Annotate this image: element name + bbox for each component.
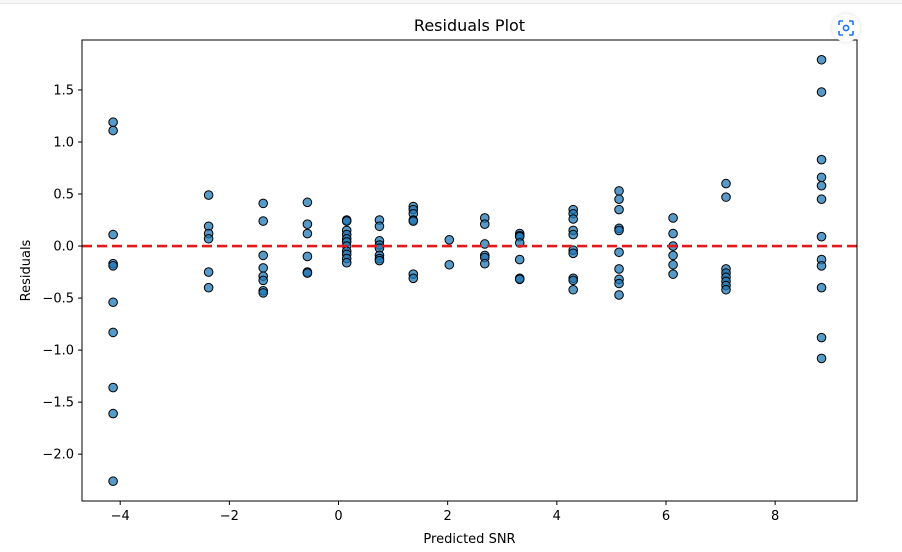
y-tick-label: 1.5 [53,83,74,98]
data-point [203,282,214,293]
x-axis-label: Predicted SNR [423,532,515,547]
data-point [614,225,624,236]
data-point [408,216,419,226]
data-point [258,263,268,273]
data-point [444,235,455,245]
plot-frame [81,39,858,502]
data-point [816,172,827,183]
chart-title: Residuals Plot [414,16,525,35]
data-point [302,197,313,208]
data-point [721,284,731,295]
data-point [568,229,578,240]
data-point [302,251,313,262]
y-tick-label: −1.5 [42,396,74,411]
data-point [816,353,827,364]
y-tick-label: 0.5 [53,188,74,203]
data-point [816,332,827,343]
data-point [614,247,624,258]
y-axis-label: Residuals [19,239,34,301]
data-point [408,273,419,284]
x-tick-label: −4 [111,509,130,524]
y-tick-label: −2.0 [42,448,74,463]
data-point [614,186,624,196]
data-point [108,229,118,240]
data-point [721,178,731,189]
data-point [816,282,827,293]
data-point [668,259,678,270]
data-point [479,239,490,249]
data-point [614,264,624,274]
data-point [203,233,214,244]
data-point [258,216,268,226]
data-point [108,261,118,271]
data-point [108,476,118,487]
data-point [258,250,268,261]
data-point [341,216,352,226]
x-tick-label: −2 [220,509,239,524]
data-point [302,228,313,239]
data-point [614,290,624,300]
data-point [568,248,578,259]
x-tick-label: 6 [662,509,670,524]
data-point [302,219,313,229]
data-point [614,278,624,289]
data-point [514,254,525,265]
data-point [302,268,313,278]
screenshot-button[interactable] [832,14,860,42]
data-point [668,250,678,261]
data-point [258,198,268,209]
data-point [341,257,352,268]
top-divider [0,0,902,4]
data-point [203,190,214,200]
data-point [816,261,827,271]
data-point [374,255,385,266]
data-point [568,214,578,224]
data-point [668,213,678,223]
data-point [614,204,624,215]
data-point [816,180,827,191]
data-point [108,297,118,308]
x-tick-label: 4 [553,509,561,524]
x-tick-label: 0 [334,509,342,524]
data-point [514,274,525,285]
x-tick-label: 2 [444,509,452,524]
data-point [108,117,118,128]
data-point [374,221,385,232]
x-tick-label: 8 [771,509,779,524]
data-point [721,192,731,202]
y-tick-label: −0.5 [42,292,74,307]
data-point [816,154,827,165]
data-point [479,258,490,269]
data-point [816,54,827,65]
data-point [668,228,678,239]
data-point [108,327,118,338]
data-point [479,219,490,229]
data-point [668,269,678,279]
data-point [258,288,268,298]
y-tick-label: 1.0 [53,135,74,150]
data-point [108,382,118,393]
data-point [816,194,827,205]
data-point [614,194,624,205]
data-point [108,408,118,419]
y-tick-label: −1.0 [42,344,74,359]
data-point [568,275,578,286]
scan-camera-icon [838,20,854,36]
data-point [816,231,827,242]
data-point [816,87,827,97]
y-tick-label: 0.0 [53,240,74,255]
data-point [203,267,214,277]
data-point [568,284,578,295]
data-point [108,125,118,136]
data-point [258,275,268,286]
data-point [444,259,455,270]
